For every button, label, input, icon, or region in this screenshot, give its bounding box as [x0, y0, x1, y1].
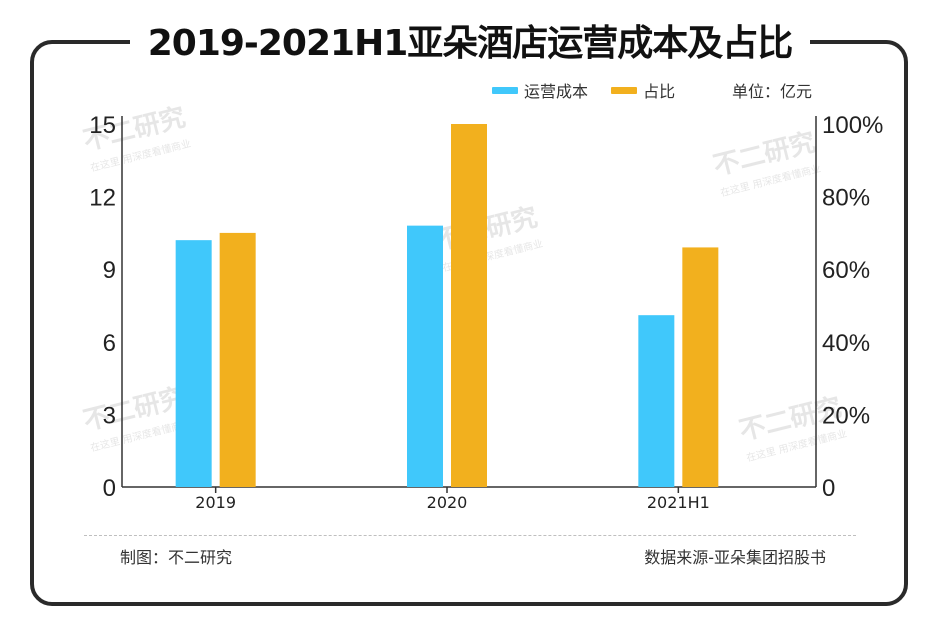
legend-label-ratio: 占比	[643, 82, 676, 101]
y-right-tick-label: 80%	[822, 185, 870, 212]
y-left-tick-label: 3	[103, 402, 116, 429]
y-right-tick-label: 40%	[822, 330, 870, 357]
y-left-tick-label: 9	[103, 257, 116, 284]
y-left-tick-label: 15	[89, 112, 116, 139]
y-right-tick-label: 20%	[822, 402, 870, 429]
bar-cost-2021H1	[638, 315, 675, 487]
x-tick-label: 2020	[427, 493, 468, 512]
y-left-tick-label: 6	[103, 330, 116, 357]
source-text: 数据来源-亚朵集团招股书	[644, 548, 826, 567]
legend: 运营成本 占比	[492, 78, 693, 102]
unit-label: 单位：亿元	[732, 82, 813, 101]
bar-ratio-2021H1	[682, 247, 719, 487]
y-right-tick-label: 60%	[822, 257, 870, 284]
y-right-tick-label: 0	[822, 475, 835, 502]
bar-ratio-2019	[219, 232, 256, 487]
legend-swatch-cost	[492, 86, 518, 94]
credit-text: 制图：不二研究	[120, 548, 233, 567]
bar-cost-2019	[175, 240, 212, 487]
y-left-tick-label: 12	[89, 185, 116, 212]
legend-swatch-ratio	[611, 86, 638, 94]
legend-label-cost: 运营成本	[524, 82, 589, 101]
legend-item-ratio: 占比	[611, 78, 675, 102]
bar-ratio-2020	[451, 124, 487, 487]
y-right-tick-label: 100%	[822, 112, 883, 139]
bar-cost-2020	[407, 225, 443, 487]
x-tick-label: 2019	[195, 493, 236, 512]
y-left-tick-label: 0	[103, 475, 116, 502]
legend-item-cost: 运营成本	[492, 78, 588, 102]
footer-divider	[84, 535, 856, 536]
x-tick-label: 2021H1	[647, 493, 710, 512]
